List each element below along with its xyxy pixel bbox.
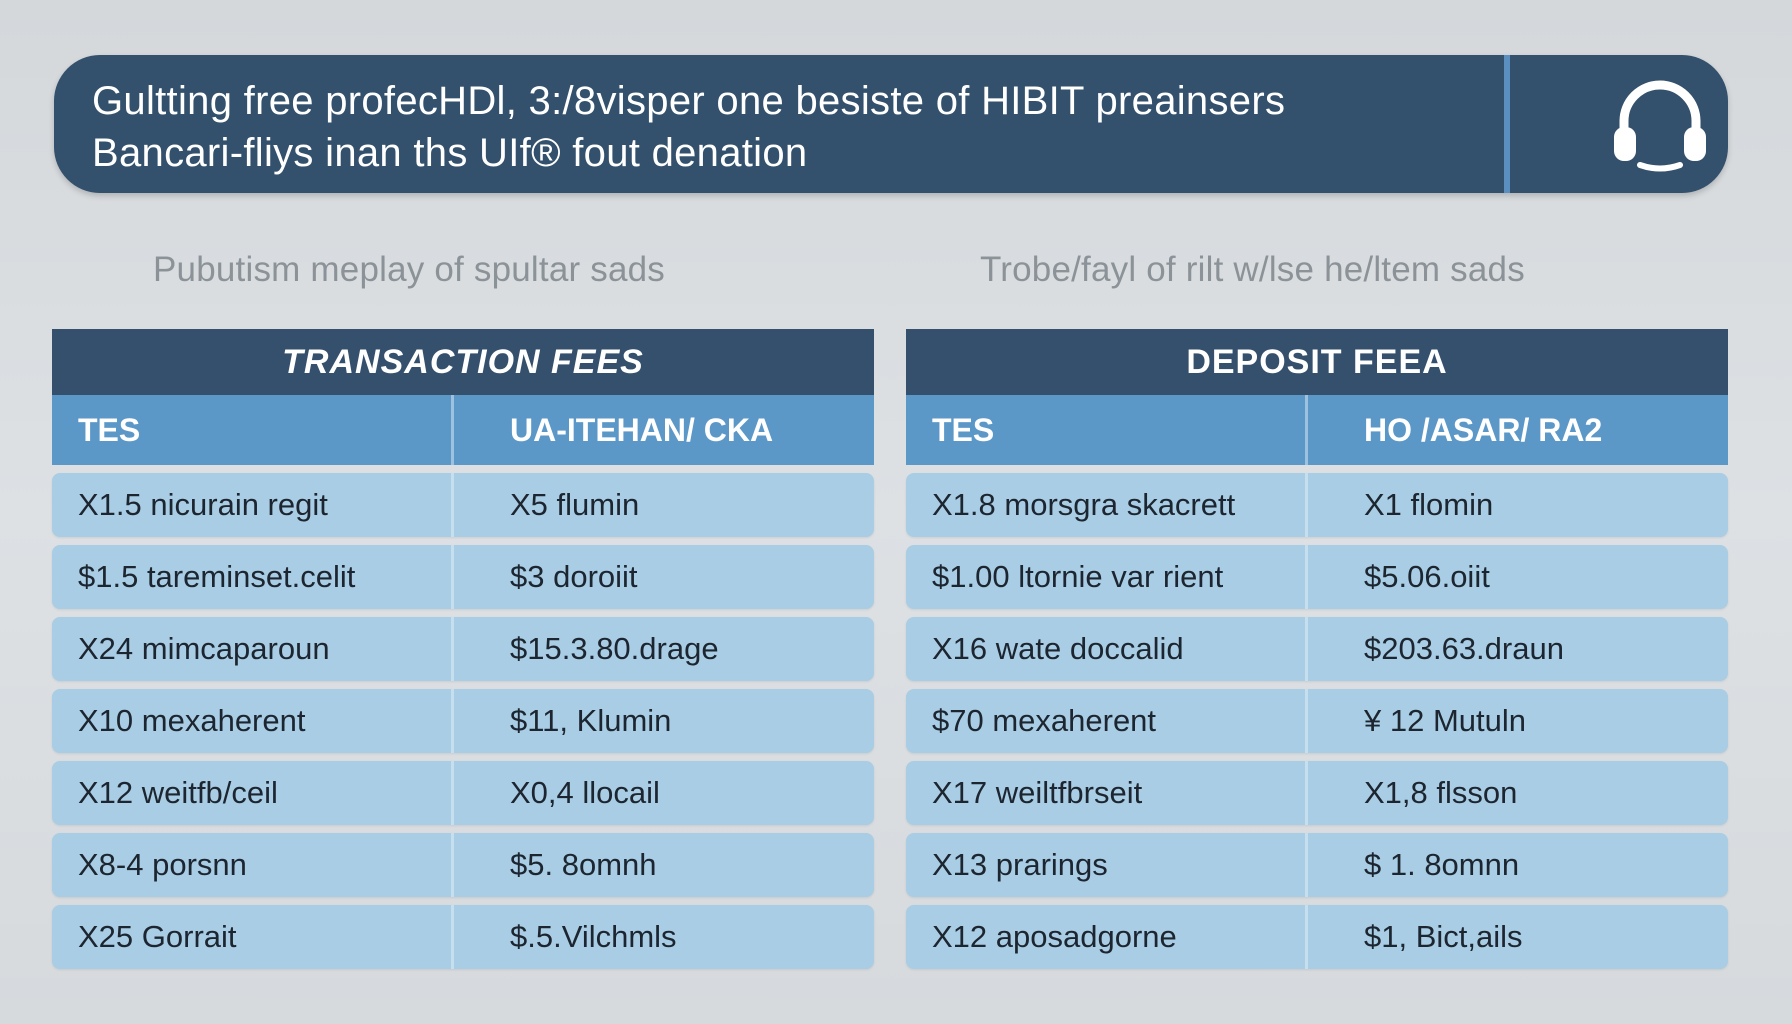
header-banner: Gultting free profecHDl, 3:/8visper one … bbox=[54, 55, 1728, 193]
table-cell: ¥ 12 Mutuln bbox=[1364, 703, 1526, 738]
table-cell: $3 doroiit bbox=[510, 559, 638, 594]
table-cell: $5.06.oiit bbox=[1364, 559, 1490, 594]
column-header: TES bbox=[52, 395, 454, 465]
table-cell: X12 aposadgorne bbox=[906, 905, 1308, 969]
headset-icon[interactable] bbox=[1610, 75, 1710, 175]
table-cell: X13 prarings bbox=[906, 833, 1308, 897]
table-row: X24 mimcaparoun $15.3.80.drage bbox=[52, 617, 874, 681]
table-cell: X10 mexaherent bbox=[52, 689, 454, 753]
table-cell: X24 mimcaparoun bbox=[52, 617, 454, 681]
table-cell: X0,4 llocail bbox=[510, 775, 660, 810]
table-cell: $1.00 ltornie var rient bbox=[906, 545, 1308, 609]
table-row: X13 prarings $ 1. 8omnn bbox=[906, 833, 1728, 897]
table-row: X10 mexaherent $11, Klumin bbox=[52, 689, 874, 753]
table-cell: X8-4 porsnn bbox=[52, 833, 454, 897]
banner-divider bbox=[1504, 55, 1510, 193]
table-row: X16 wate doccalid $203.63.draun bbox=[906, 617, 1728, 681]
table-cell: $70 mexaherent bbox=[906, 689, 1308, 753]
table-row: X12 weitfb/ceil X0,4 llocail bbox=[52, 761, 874, 825]
banner-line-1: Gultting free profecHDl, 3:/8visper one … bbox=[92, 79, 1286, 123]
banner-text: Gultting free profecHDl, 3:/8visper one … bbox=[92, 75, 1532, 179]
table-cell: X16 wate doccalid bbox=[906, 617, 1308, 681]
transaction-fees-table: TRANSACTION FEES TES UA-ITEHAN/ CKA X1.5… bbox=[52, 329, 874, 977]
table-cell: $ 1. 8omnn bbox=[1364, 847, 1520, 882]
table-body: X1.5 nicurain regit X5 flumin $1.5 tarem… bbox=[52, 465, 874, 969]
table-row: X17 weiltfbrseit X1,8 flsson bbox=[906, 761, 1728, 825]
table-cell: X1,8 flsson bbox=[1364, 775, 1518, 810]
table-cell: X25 Gorrait bbox=[52, 905, 454, 969]
table-cell: $1.5 tareminset.celit bbox=[52, 545, 454, 609]
banner-line-2: Bancari-fliys inan ths UIf® fout denatio… bbox=[92, 131, 808, 175]
table-cell: X17 weiltfbrseit bbox=[906, 761, 1308, 825]
table-cell: X5 flumin bbox=[510, 487, 640, 522]
table-cell: X12 weitfb/ceil bbox=[52, 761, 454, 825]
table-row: X1.5 nicurain regit X5 flumin bbox=[52, 473, 874, 537]
table-row: $70 mexaherent ¥ 12 Mutuln bbox=[906, 689, 1728, 753]
table-row: X1.8 morsgra skacrett X1 flomin bbox=[906, 473, 1728, 537]
table-row: X12 aposadgorne $1, Bict,ails bbox=[906, 905, 1728, 969]
table-cell: X1.5 nicurain regit bbox=[52, 473, 454, 537]
table-cell: $11, Klumin bbox=[510, 703, 672, 738]
table-cell: $203.63.draun bbox=[1364, 631, 1564, 666]
column-header: UA-ITEHAN/ CKA bbox=[510, 412, 774, 448]
table-cell: $1, Bict,ails bbox=[1364, 919, 1523, 954]
table-row: $1.00 ltornie var rient $5.06.oiit bbox=[906, 545, 1728, 609]
table-header-row: TES HO /ASAR/ RA2 bbox=[906, 395, 1728, 465]
table-row: X8-4 porsnn $5. 8omnh bbox=[52, 833, 874, 897]
subtitle-left: Pubutism meplay of spultar sads bbox=[153, 250, 665, 289]
column-header: HO /ASAR/ RA2 bbox=[1364, 412, 1603, 448]
table-row: $1.5 tareminset.celit $3 doroiit bbox=[52, 545, 874, 609]
table-header-row: TES UA-ITEHAN/ CKA bbox=[52, 395, 874, 465]
table-cell: $5. 8omnh bbox=[510, 847, 657, 882]
table-cell: $15.3.80.drage bbox=[510, 631, 719, 666]
subtitle-right: Trobe/fayl of rilt w/lse he/ltem sads bbox=[980, 250, 1525, 289]
column-header: TES bbox=[906, 395, 1308, 465]
table-title: TRANSACTION FEES bbox=[52, 329, 874, 395]
table-cell: X1.8 morsgra skacrett bbox=[906, 473, 1308, 537]
table-cell: $.5.Vilchmls bbox=[510, 919, 677, 954]
table-cell: X1 flomin bbox=[1364, 487, 1494, 522]
table-row: X25 Gorrait $.5.Vilchmls bbox=[52, 905, 874, 969]
table-body: X1.8 morsgra skacrett X1 flomin $1.00 lt… bbox=[906, 465, 1728, 969]
deposit-fees-table: DEPOSIT FEEA TES HO /ASAR/ RA2 X1.8 mors… bbox=[906, 329, 1728, 977]
table-title: DEPOSIT FEEA bbox=[906, 329, 1728, 395]
